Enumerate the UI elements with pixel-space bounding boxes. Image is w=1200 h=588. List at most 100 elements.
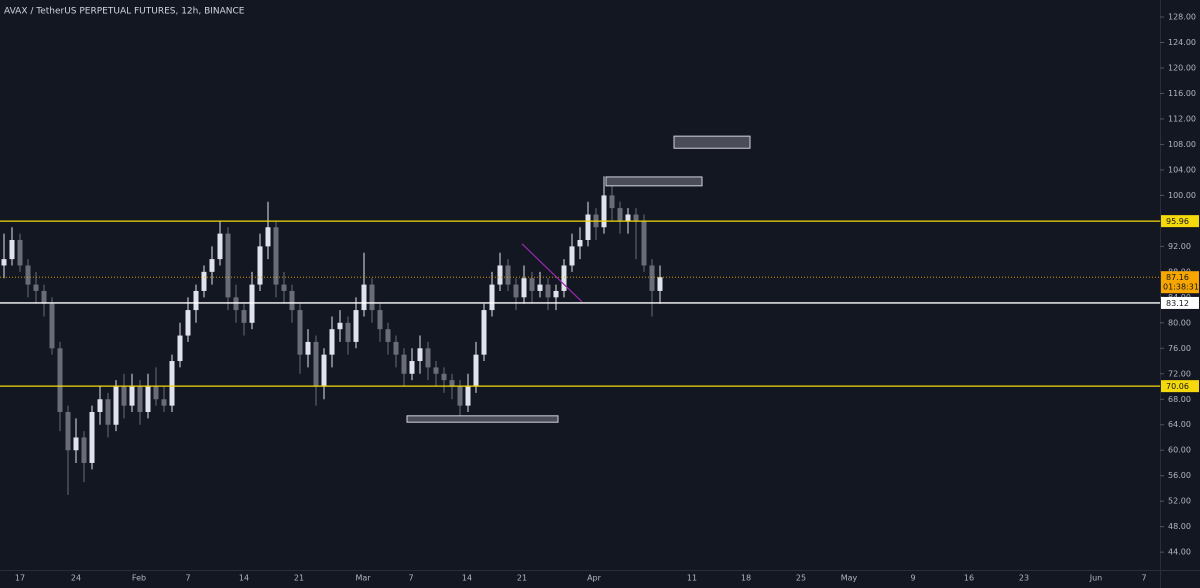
candle-body <box>377 310 383 330</box>
y-tick-label: 80.00 <box>1168 318 1191 327</box>
zone-box <box>406 415 559 423</box>
x-tick-label: 7 <box>408 574 413 583</box>
candle-body <box>481 310 487 355</box>
y-tick-label: 120.00 <box>1168 63 1196 72</box>
y-tick-label: 48.00 <box>1168 522 1191 531</box>
trendline <box>521 243 583 303</box>
candle-body <box>33 284 39 291</box>
x-tick-label: 24 <box>71 574 81 583</box>
y-tick-label: 104.00 <box>1168 165 1196 174</box>
x-tick-label: Mar <box>355 574 371 583</box>
y-tick-label: 52.00 <box>1168 497 1191 506</box>
candle-body <box>41 290 47 304</box>
candle-body <box>97 399 103 413</box>
candle-body <box>113 386 119 425</box>
x-tick-label: Feb <box>132 574 146 583</box>
candle-body <box>105 399 111 425</box>
y-tick-label: 92.00 <box>1168 242 1191 251</box>
y-tick-label: 44.00 <box>1168 548 1191 557</box>
candle-body <box>369 284 375 311</box>
countdown-label: 01:38:31 <box>1163 283 1199 292</box>
x-tick-label: May <box>841 574 858 583</box>
candle-body <box>57 348 63 413</box>
level-label: 83.12 <box>1166 299 1189 308</box>
candle-body <box>177 335 183 362</box>
x-tick-label: 17 <box>15 574 25 583</box>
x-tick-label: 23 <box>1019 574 1029 583</box>
candle-body <box>609 195 615 209</box>
candle-body <box>505 265 511 285</box>
candle-body <box>569 246 575 266</box>
y-tick-label: 60.00 <box>1168 446 1191 455</box>
candle-body <box>193 290 199 311</box>
y-tick-label: 112.00 <box>1168 114 1196 123</box>
candle-body <box>217 233 223 260</box>
candle-body <box>561 265 567 291</box>
candle-body <box>617 208 623 221</box>
candle-body <box>521 278 527 298</box>
y-tick-label: 116.00 <box>1168 89 1196 98</box>
candle-body <box>249 284 255 323</box>
candle-body <box>225 233 231 298</box>
candle-body <box>457 386 463 406</box>
y-tick-label: 76.00 <box>1168 344 1191 353</box>
candle-body <box>161 399 167 406</box>
candle-body <box>585 214 591 240</box>
x-tick-label: 7 <box>1141 574 1146 583</box>
candle-body <box>1 259 7 266</box>
candle-body <box>273 227 279 285</box>
x-tick-label: 21 <box>294 574 304 583</box>
candle-body <box>353 310 359 342</box>
candle-body <box>81 437 87 463</box>
candle-body <box>73 437 79 451</box>
x-tick-label: 14 <box>239 574 249 583</box>
candle-body <box>241 310 247 323</box>
candle-body <box>137 386 143 413</box>
candle-body <box>545 284 551 298</box>
candle-body <box>89 412 95 463</box>
x-tick-label: 11 <box>687 574 697 583</box>
x-tick-label: 7 <box>185 574 190 583</box>
candle-body <box>641 220 647 266</box>
candle-body <box>417 348 423 362</box>
y-tick-label: 108.00 <box>1168 140 1196 149</box>
y-tick-label: 68.00 <box>1168 395 1191 404</box>
x-tick-label: 9 <box>910 574 915 583</box>
candle-body <box>289 290 295 311</box>
candle-body <box>305 341 311 355</box>
x-tick-label: Apr <box>587 574 602 583</box>
candle-body <box>625 214 631 221</box>
candle-body <box>633 214 639 221</box>
candle-body <box>409 361 415 374</box>
candle-body <box>17 239 23 266</box>
zone-box <box>605 176 703 187</box>
candle-body <box>393 341 399 355</box>
candle-body <box>49 303 55 349</box>
candle-body <box>265 227 271 247</box>
candle-body <box>65 412 71 451</box>
level-label: 95.96 <box>1166 217 1189 226</box>
candle-body <box>577 239 583 247</box>
candle-body <box>9 239 15 260</box>
candle-body <box>345 322 351 342</box>
candle-body <box>497 265 503 285</box>
y-tick-label: 124.00 <box>1168 38 1196 47</box>
x-tick-label: 25 <box>796 574 806 583</box>
candle-body <box>553 290 559 298</box>
zone-box <box>673 135 751 149</box>
chart-title: AVAX / TetherUS PERPETUAL FUTURES, 12h, … <box>4 7 245 17</box>
candle-body <box>649 265 655 291</box>
candle-body <box>281 284 287 291</box>
x-tick-label: 18 <box>741 574 751 583</box>
candle-body <box>425 348 431 368</box>
candle-body <box>297 310 303 355</box>
x-tick-label: 21 <box>517 574 527 583</box>
candle-body <box>25 265 31 285</box>
candle-body <box>449 380 455 387</box>
candle-body <box>129 386 135 406</box>
level-badge <box>1161 380 1199 393</box>
candle-body <box>401 354 407 374</box>
candle-body <box>529 278 535 291</box>
y-tick-label: 72.00 <box>1168 369 1191 378</box>
